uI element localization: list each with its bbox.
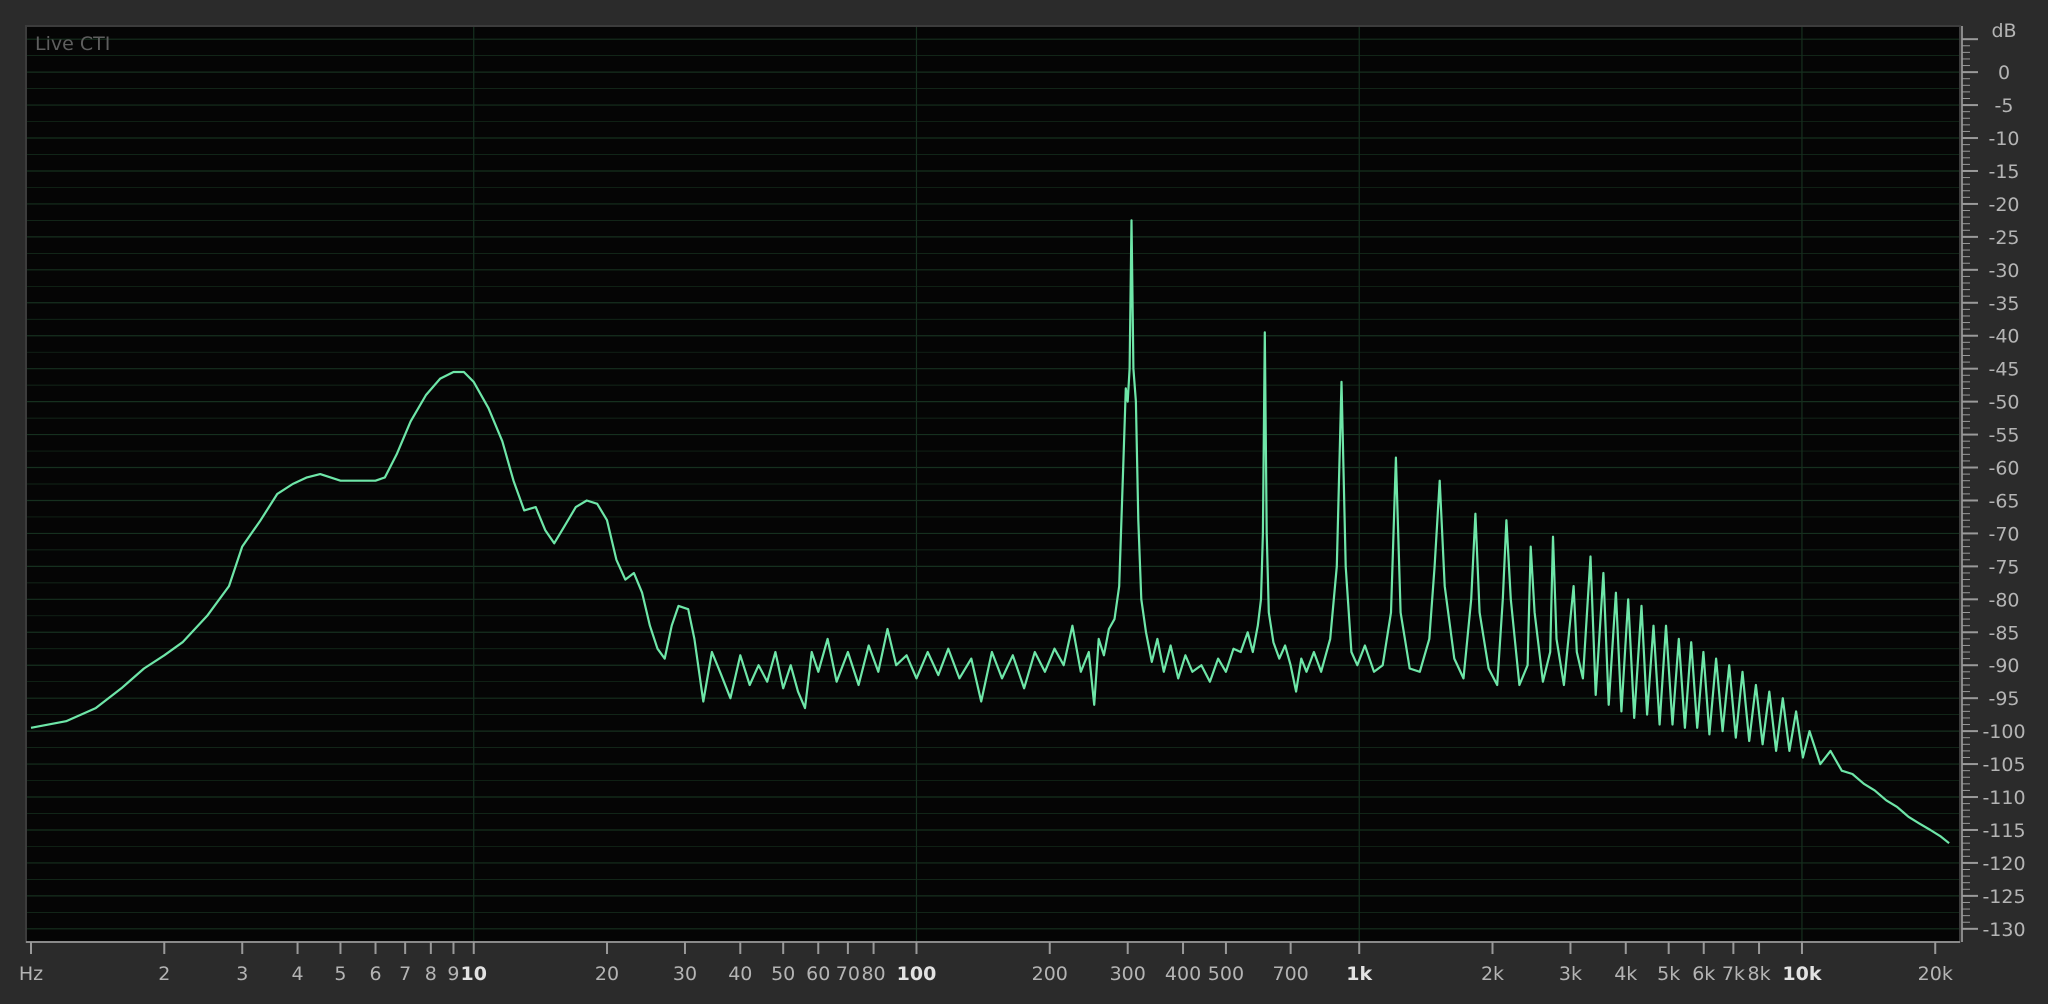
y-tick-label: -90 [1988, 655, 2019, 677]
y-tick-label: -95 [1988, 688, 2019, 710]
x-tick-label: 2k [1481, 963, 1504, 985]
frequency-axis: Hz 2 3 4 5 6 7 8 9 10 20 30 40 50 60 70 80 100 200 300 400 50… [19, 941, 1960, 985]
y-tick-label: -75 [1988, 556, 2019, 578]
x-tick-label: 4 [292, 963, 304, 985]
x-tick-label: 10 [461, 963, 487, 985]
y-tick-label: -70 [1988, 523, 2019, 545]
x-tick-label: Hz [19, 963, 43, 985]
y-tick-label: -100 [1982, 721, 2025, 743]
x-tick-label: 9 [447, 963, 459, 985]
x-tick-label: 200 [1032, 963, 1068, 985]
gridlines [27, 27, 1959, 941]
x-tick-label: 8k [1748, 963, 1771, 985]
y-tick-label: -85 [1988, 622, 2019, 644]
y-tick-label: -125 [1982, 886, 2025, 908]
y-tick-label: -5 [1995, 95, 2014, 117]
x-tick-label: 70 [836, 963, 860, 985]
y-tick-label: -115 [1982, 820, 2025, 842]
y-tick-label: -40 [1988, 326, 2019, 348]
x-tick-label: 5 [334, 963, 346, 985]
x-tick-label: 6 [369, 963, 381, 985]
y-tick-label: -65 [1988, 490, 2019, 512]
x-tick-label: 1k [1346, 963, 1372, 985]
x-tick-label: 100 [897, 963, 937, 985]
x-tick-label: 7k [1722, 963, 1745, 985]
x-tick-label: 20k [1918, 963, 1953, 985]
y-tick-label: -35 [1988, 293, 2019, 315]
x-tick-label: 4k [1614, 963, 1637, 985]
x-tick-label: 10k [1782, 963, 1821, 985]
y-tick-label: -50 [1988, 392, 2019, 414]
y-tick-label: 0 [1998, 62, 2010, 84]
spectrum-trace [30, 219, 1950, 845]
x-tick-label: 700 [1273, 963, 1309, 985]
y-tick-label: -105 [1982, 754, 2025, 776]
x-tick-label: 20 [595, 963, 619, 985]
y-tick-label: -45 [1988, 359, 2019, 381]
y-tick-label: -60 [1988, 458, 2019, 480]
db-axis: dB 0 -5 -10 -15 -20 -25 -30 -35 -40 -45 -50 -55 -60 -… [1961, 20, 2026, 942]
y-tick-label: -130 [1982, 919, 2025, 941]
x-tick-label: 2 [158, 963, 170, 985]
x-tick-label: 500 [1208, 963, 1244, 985]
x-tick-label: 300 [1110, 963, 1146, 985]
x-tick-label: 8 [425, 963, 437, 985]
y-tick-label: -25 [1988, 227, 2019, 249]
y-tick-label: -20 [1988, 194, 2019, 216]
x-tick-label: 5k [1657, 963, 1680, 985]
y-tick-label: -10 [1988, 128, 2019, 150]
x-tick-label: 3k [1559, 963, 1582, 985]
db-unit-label: dB [1991, 20, 2016, 42]
x-tick-label: 7 [399, 963, 411, 985]
y-tick-label: -15 [1988, 161, 2019, 183]
x-tick-label: 6k [1692, 963, 1715, 985]
x-tick-label: 400 [1165, 963, 1201, 985]
x-tick-label: 50 [771, 963, 795, 985]
y-tick-label: -30 [1988, 260, 2019, 282]
y-tick-label: -80 [1988, 589, 2019, 611]
x-tick-label: 40 [728, 963, 752, 985]
y-tick-label: -110 [1982, 787, 2025, 809]
x-tick-label: 3 [236, 963, 248, 985]
live-cti-label: Live CTI [35, 33, 110, 55]
y-tick-label: -120 [1982, 853, 2025, 875]
x-tick-label: 80 [861, 963, 885, 985]
x-tick-label: 30 [673, 963, 697, 985]
y-tick-label: -55 [1988, 425, 2019, 447]
x-tick-label: 60 [806, 963, 830, 985]
